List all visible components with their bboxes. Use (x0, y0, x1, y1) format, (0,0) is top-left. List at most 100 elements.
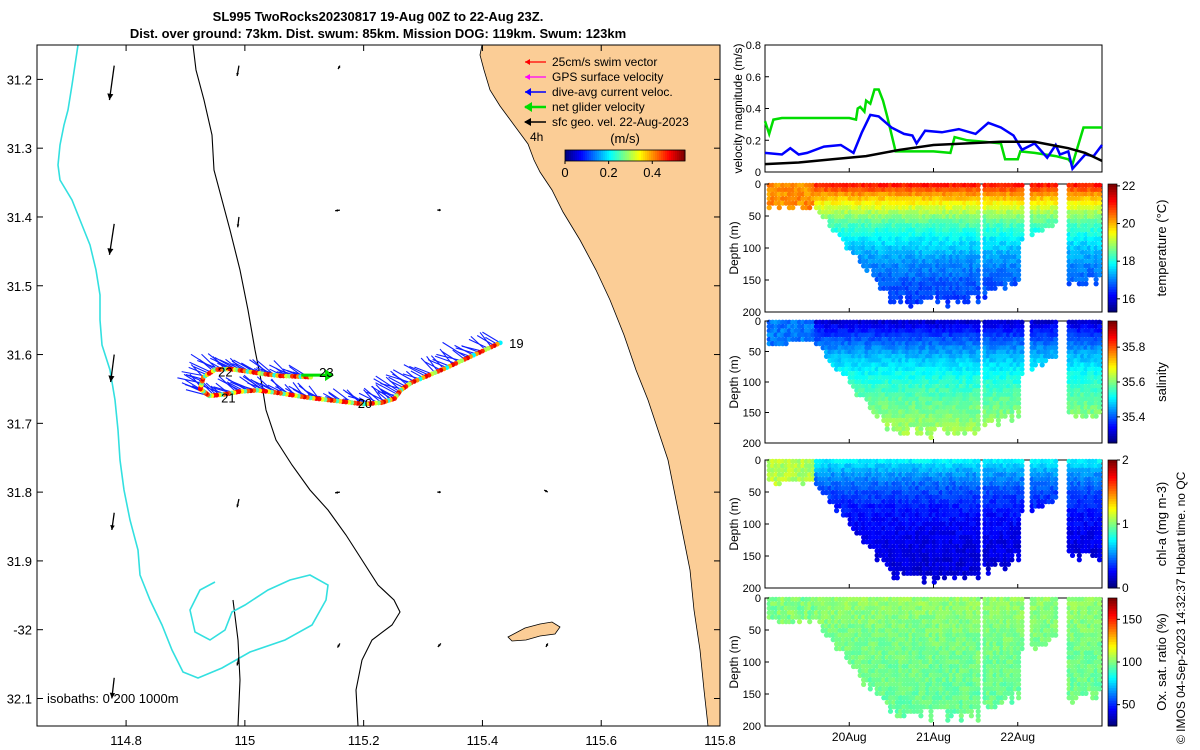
profile-sample (1096, 258, 1103, 264)
velocity-ytick-label: 0.4 (746, 104, 761, 116)
map-ytick-label: -32 (13, 623, 32, 638)
profile-sample (952, 575, 958, 581)
map-legend: 25cm/s swim vector GPS surface velocity … (524, 55, 689, 180)
legend-item-swim: 25cm/s swim vector (525, 55, 657, 69)
profile-sample (975, 191, 981, 197)
profile-sample (975, 290, 981, 296)
velocity-ytick-label: 0.6 (746, 72, 761, 84)
dac-vector (375, 382, 398, 395)
colorbar-cell (607, 150, 610, 161)
dac-vector (430, 355, 445, 370)
profile-sample (975, 285, 981, 291)
dac-vector (420, 357, 436, 374)
profile-sample (1016, 258, 1022, 264)
profile-sample (1073, 413, 1079, 419)
dac-vector (442, 341, 468, 359)
colorbar-label: (m/s) (610, 131, 640, 146)
map-xtick-label: 115.2 (348, 733, 380, 748)
colorbar-cell (667, 150, 670, 161)
legend-item-geo: sfc geo. vel. 22-Aug-2023 (524, 115, 689, 129)
profile-sample (898, 299, 904, 305)
profile-sample (975, 245, 981, 251)
profile-ytick-label: 150 (743, 275, 761, 287)
profile-sample (965, 294, 971, 300)
colorbar-cell (623, 150, 626, 161)
colorbar-cell (565, 150, 568, 161)
map-ytick-label: 31.8 (7, 485, 32, 500)
profile-sample (1096, 227, 1103, 233)
dac-vector (177, 377, 202, 384)
isobath-200m (192, 44, 401, 727)
profile-sample (1053, 205, 1059, 211)
colorbar-cell (613, 150, 616, 161)
colorbar-cell (671, 150, 674, 161)
profile-sample (1019, 205, 1025, 211)
dac-vector (186, 374, 203, 380)
profile-sample (800, 481, 806, 487)
geo-vector (545, 643, 549, 648)
profile-sample (1053, 218, 1059, 224)
colorbar-cell (681, 150, 684, 161)
map-xtick-label: 114.8 (110, 733, 142, 748)
dac-vector (375, 384, 391, 401)
colorbar-cell (657, 150, 660, 161)
profile-sample (1039, 362, 1045, 368)
dac-vector (470, 335, 486, 351)
profile-sample (1019, 223, 1025, 229)
colorbar-cell (631, 150, 634, 161)
colorbar-cell (615, 150, 618, 161)
profile-sample (1019, 236, 1025, 242)
profile-sample (918, 430, 924, 436)
colorbar-cell (653, 150, 656, 161)
velocity-ytick-label: 0.8 (746, 40, 761, 52)
title-line1: SL995 TwoRocks20230817 19-Aug 00Z to 22-… (213, 9, 544, 24)
profile-sample (1019, 218, 1025, 224)
colorbar-cell (651, 150, 654, 161)
profile-sample (1019, 182, 1025, 188)
profile-sample (1016, 276, 1022, 282)
profile-sample (1096, 272, 1103, 278)
dac-vector (375, 375, 400, 393)
profile-sample (975, 249, 981, 256)
profile-sample (834, 508, 840, 514)
geo-vector (336, 643, 341, 648)
profile-sample (1093, 281, 1099, 287)
dac-vector (426, 355, 439, 372)
profile-sample (1029, 232, 1035, 238)
colorbar-cell (609, 150, 612, 161)
colorbar-cell (621, 150, 624, 161)
colorbar-cell (595, 150, 598, 161)
island-land (507, 621, 561, 642)
profile-sample (995, 422, 1002, 428)
geo-vector (437, 208, 441, 212)
colorbar-cell (635, 150, 638, 161)
dac-vector (424, 361, 442, 371)
colorbar-cell (575, 150, 578, 161)
colorbar-cell (683, 150, 686, 161)
profile-sample (945, 430, 951, 436)
profile-sample (975, 240, 981, 247)
profile-sample (1002, 413, 1008, 419)
dac-vector (380, 388, 396, 398)
profile-sample (1096, 409, 1103, 415)
profile-sample (1053, 191, 1059, 197)
profile-sample (1012, 281, 1018, 287)
profile-sample (874, 557, 880, 563)
profile-sample (1053, 200, 1059, 206)
profile-colorbar-tick-label: 20 (1122, 217, 1136, 231)
colorbar-cell (581, 150, 584, 161)
profile-sample (935, 299, 941, 305)
profile-sample (975, 294, 981, 300)
velocity-series-line (764, 113, 1103, 172)
legend-scale-label: 4h (530, 130, 543, 144)
profile-ylabel: Depth (m) (727, 221, 741, 274)
profile-sample (904, 430, 911, 436)
coastline-land (480, 45, 720, 726)
profile-sample (766, 205, 772, 211)
profile-sample (894, 575, 900, 581)
colorbar-cell (655, 150, 658, 161)
colorbar-cell (569, 150, 572, 161)
profile-sample (790, 205, 796, 211)
